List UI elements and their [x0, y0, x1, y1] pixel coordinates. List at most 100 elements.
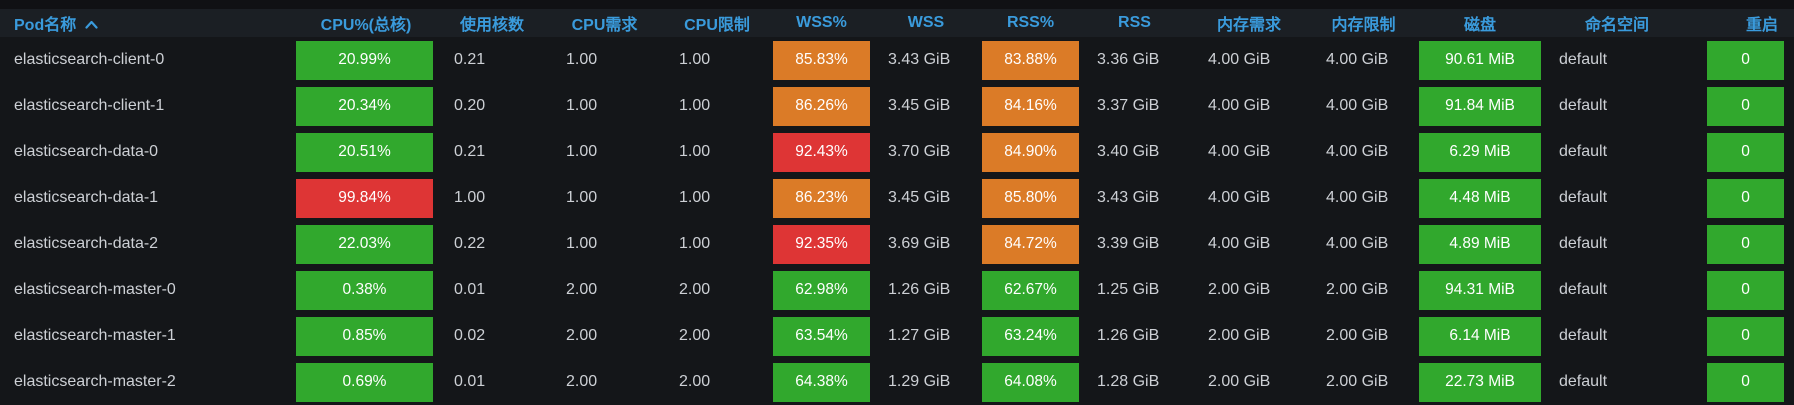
column-header-cpu-percent[interactable]: CPU%(总核): [320, 17, 412, 34]
memory-limit-cell: 4.00 GiB: [1326, 97, 1389, 114]
rss-percent-badge-cell: 63.24%: [982, 313, 1079, 359]
namespace-cell: default: [1559, 327, 1608, 344]
wss-cell: 3.70 GiB: [888, 143, 951, 160]
wss-percent-badge: 64.38%: [773, 362, 870, 402]
panel-top-strip: [0, 0, 1794, 9]
table-row: elasticsearch-client-1 20.34% 0.20 1.00 1.00…: [0, 83, 1794, 129]
cpu-percent-badge: 0.85%: [296, 316, 433, 356]
memory-request-cell: 4.00 GiB: [1208, 235, 1271, 252]
column-header-namespace[interactable]: 命名空间: [1584, 17, 1649, 34]
wss-percent-badge: 92.43%: [773, 132, 870, 172]
cpu-limit-cell: 1.00: [679, 97, 711, 114]
restarts-badge-cell: 0: [1693, 83, 1794, 129]
cores-used-cell: 1.00: [454, 189, 486, 206]
wss-cell: 1.29 GiB: [888, 373, 951, 390]
wss-percent-badge: 85.83%: [773, 40, 870, 80]
column-header-cpu-limit[interactable]: CPU限制: [684, 17, 750, 34]
wss-percent-badge: 63.54%: [773, 316, 870, 356]
pod-name-cell: elasticsearch-data-0: [14, 143, 159, 160]
column-header-memory-request[interactable]: 内存需求: [1216, 17, 1281, 34]
disk-badge: 4.89 MiB: [1419, 224, 1541, 264]
disk-badge: 6.29 MiB: [1419, 132, 1541, 172]
column-header-wss-percent[interactable]: WSS%: [796, 14, 847, 31]
memory-request-cell: 4.00 GiB: [1208, 143, 1271, 160]
cores-used-cell: 0.22: [454, 235, 486, 252]
cpu-percent-badge-cell: 20.34%: [296, 83, 436, 129]
column-header-memory-limit[interactable]: 内存限制: [1331, 17, 1396, 34]
wss-percent-badge: 92.35%: [773, 224, 870, 264]
disk-badge-cell: 90.61 MiB: [1419, 37, 1541, 83]
table-body: elasticsearch-client-0 20.99% 0.21 1.00 1.00…: [0, 37, 1794, 405]
cpu-limit-cell: 1.00: [679, 51, 711, 68]
namespace-cell: default: [1559, 189, 1608, 206]
restarts-badge-cell: 0: [1693, 313, 1794, 359]
cpu-request-cell: 1.00: [566, 143, 598, 160]
restarts-badge-cell: 0: [1693, 175, 1794, 221]
pod-name-cell: elasticsearch-data-2: [14, 235, 159, 252]
rss-cell: 3.37 GiB: [1097, 97, 1160, 114]
disk-badge: 90.61 MiB: [1419, 40, 1541, 80]
cpu-percent-badge-cell: 22.03%: [296, 221, 436, 267]
column-header-cores-used[interactable]: 使用核数: [459, 17, 524, 34]
disk-badge-cell: 6.29 MiB: [1419, 129, 1541, 175]
rss-percent-badge-cell: 83.88%: [982, 37, 1079, 83]
wss-cell: 1.27 GiB: [888, 327, 951, 344]
table-row: elasticsearch-data-1 99.84% 1.00 1.00 1.00 86…: [0, 175, 1794, 221]
memory-limit-cell: 4.00 GiB: [1326, 51, 1389, 68]
column-header-restarts[interactable]: 重启: [1745, 17, 1778, 34]
rss-percent-badge: 85.80%: [982, 178, 1079, 218]
rss-percent-badge-cell: 62.67%: [982, 267, 1079, 313]
column-header-rss-percent[interactable]: RSS%: [1006, 14, 1055, 31]
memory-limit-cell: 4.00 GiB: [1326, 235, 1389, 252]
cpu-percent-badge: 22.03%: [296, 224, 433, 264]
rss-cell: 1.25 GiB: [1097, 281, 1160, 298]
cores-used-cell: 0.21: [454, 51, 486, 68]
disk-badge: 91.84 MiB: [1419, 86, 1541, 126]
table-row: elasticsearch-master-2 0.69% 0.01 2.00 2.00 6…: [0, 359, 1794, 405]
rss-cell: 3.36 GiB: [1097, 51, 1160, 68]
rss-percent-badge: 63.24%: [982, 316, 1079, 356]
disk-badge: 94.31 MiB: [1419, 270, 1541, 310]
restarts-badge-cell: 0: [1693, 37, 1794, 83]
cpu-percent-badge-cell: 20.99%: [296, 37, 436, 83]
memory-limit-cell: 2.00 GiB: [1326, 281, 1389, 298]
restarts-badge: 0: [1707, 40, 1784, 80]
rss-percent-badge: 64.08%: [982, 362, 1079, 402]
cores-used-cell: 0.21: [454, 143, 486, 160]
wss-percent-badge-cell: 86.23%: [773, 175, 870, 221]
table-row: elasticsearch-master-1 0.85% 0.02 2.00 2.00 6…: [0, 313, 1794, 359]
wss-percent-badge-cell: 64.38%: [773, 359, 870, 405]
rss-percent-badge: 84.72%: [982, 224, 1079, 264]
cores-used-cell: 0.02: [454, 327, 486, 344]
column-header-rss[interactable]: RSS: [1118, 14, 1151, 31]
rss-cell: 1.26 GiB: [1097, 327, 1160, 344]
wss-cell: 3.43 GiB: [888, 51, 951, 68]
disk-badge-cell: 6.14 MiB: [1419, 313, 1541, 359]
cpu-limit-cell: 2.00: [679, 373, 711, 390]
memory-request-cell: 4.00 GiB: [1208, 189, 1271, 206]
disk-badge-cell: 4.89 MiB: [1419, 221, 1541, 267]
cpu-percent-badge: 0.69%: [296, 362, 433, 402]
column-header-disk[interactable]: 磁盘: [1463, 17, 1496, 34]
restarts-badge: 0: [1707, 362, 1784, 402]
restarts-badge-cell: 0: [1693, 267, 1794, 313]
wss-cell: 1.26 GiB: [888, 281, 951, 298]
cores-used-cell: 0.20: [454, 97, 486, 114]
disk-badge-cell: 94.31 MiB: [1419, 267, 1541, 313]
column-header-wss[interactable]: WSS: [907, 14, 945, 31]
column-header-cpu-request[interactable]: CPU需求: [571, 17, 638, 34]
disk-badge-cell: 91.84 MiB: [1419, 83, 1541, 129]
wss-cell: 3.69 GiB: [888, 235, 951, 252]
column-header-pod-name[interactable]: Pod名称: [0, 11, 296, 35]
memory-request-cell: 2.00 GiB: [1208, 281, 1271, 298]
wss-percent-badge: 86.26%: [773, 86, 870, 126]
cores-used-cell: 0.01: [454, 281, 486, 298]
memory-request-cell: 2.00 GiB: [1208, 327, 1271, 344]
disk-badge: 4.48 MiB: [1419, 178, 1541, 218]
namespace-cell: default: [1559, 235, 1608, 252]
namespace-cell: default: [1559, 143, 1608, 160]
rss-percent-badge: 83.88%: [982, 40, 1079, 80]
rss-percent-badge-cell: 84.90%: [982, 129, 1079, 175]
disk-badge-cell: 22.73 MiB: [1419, 359, 1541, 405]
restarts-badge-cell: 0: [1693, 359, 1794, 405]
